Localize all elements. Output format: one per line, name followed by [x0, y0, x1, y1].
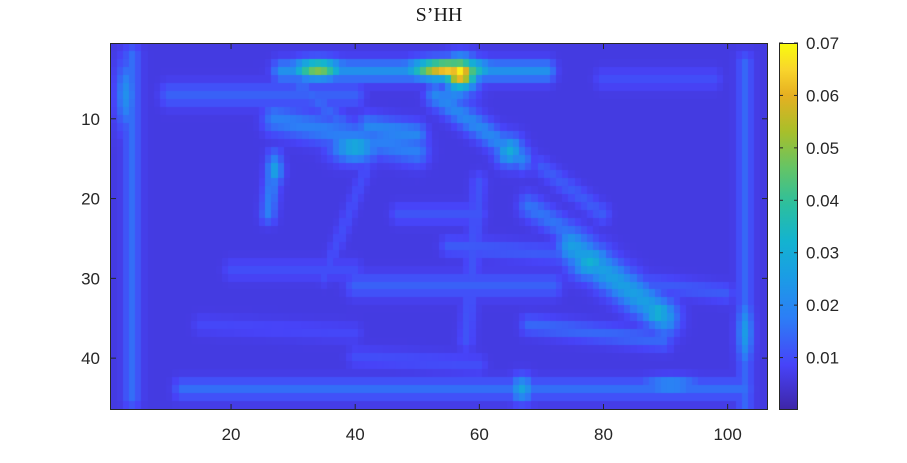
colorbar-tick-label: 0.01	[806, 349, 839, 368]
colorbar-tick-label: 0.03	[806, 244, 839, 263]
heatmap-cells	[111, 44, 767, 409]
heatmap-plot-area	[110, 43, 768, 410]
y-tick-label: 30	[81, 269, 100, 288]
x-tick-label: 100	[713, 425, 741, 444]
colorbar-tick-label: 0.04	[806, 191, 839, 210]
y-tick-label: 10	[81, 110, 100, 129]
colorbar-tick-label: 0.07	[806, 34, 839, 53]
x-tick-label: 80	[594, 425, 613, 444]
x-tick-label: 60	[470, 425, 489, 444]
chart-title: S’HH	[415, 4, 463, 26]
y-tick-label: 40	[81, 349, 100, 368]
y-tick-label: 20	[81, 190, 100, 209]
colorbar-tick-label: 0.05	[806, 139, 839, 158]
colorbar-tick-label: 0.06	[806, 86, 839, 105]
x-tick-label: 40	[346, 425, 365, 444]
x-tick-label: 20	[222, 425, 241, 444]
colorbar-tick-label: 0.02	[806, 296, 839, 315]
colorbar	[779, 43, 798, 410]
